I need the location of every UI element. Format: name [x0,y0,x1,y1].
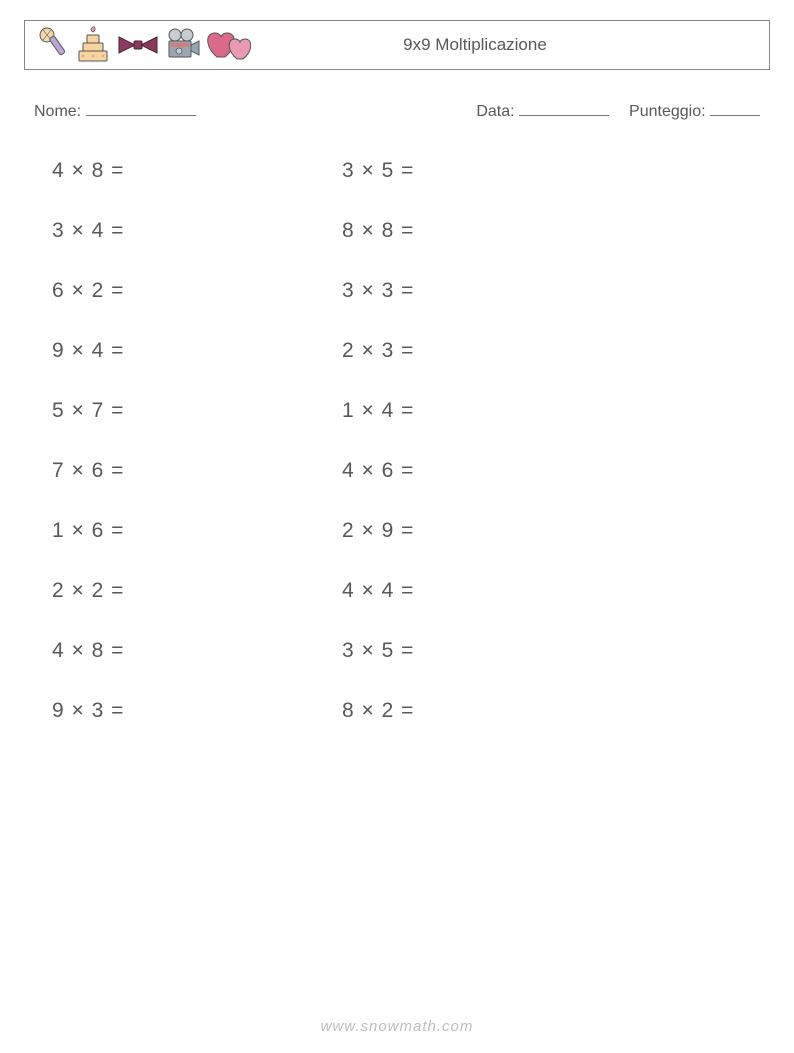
problem-cell[interactable]: 9 × 4 = [52,339,342,363]
problem-row: 3 × 4 =8 × 8 = [52,219,770,243]
problem-cell[interactable]: 8 × 2 = [342,699,632,723]
problem-cell[interactable]: 8 × 8 = [342,219,632,243]
problem-cell[interactable]: 5 × 7 = [52,399,342,423]
problem-cell[interactable]: 2 × 3 = [342,339,632,363]
score-field: Punteggio: [629,100,760,121]
worksheet-title: 9x9 Moltiplicazione [251,35,759,55]
name-blank[interactable] [86,100,196,116]
problems-grid: 4 × 8 =3 × 5 =3 × 4 =8 × 8 =6 × 2 =3 × 3… [24,159,770,723]
problem-cell[interactable]: 4 × 6 = [342,459,632,483]
problem-row: 7 × 6 =4 × 6 = [52,459,770,483]
problem-row: 1 × 6 =2 × 9 = [52,519,770,543]
problem-cell[interactable]: 4 × 8 = [52,159,342,183]
problem-cell[interactable]: 3 × 3 = [342,279,632,303]
problem-cell[interactable]: 4 × 8 = [52,639,342,663]
problem-row: 9 × 3 =8 × 2 = [52,699,770,723]
problem-row: 5 × 7 =1 × 4 = [52,399,770,423]
problem-row: 4 × 8 =3 × 5 = [52,639,770,663]
date-label: Data: [476,103,514,120]
name-label: Nome: [34,103,81,120]
score-blank[interactable] [710,100,760,116]
cake-icon [73,25,113,65]
footer-link[interactable]: www.snowmath.com [0,1018,794,1035]
microphone-icon [35,25,71,65]
problem-cell[interactable]: 4 × 4 = [342,579,632,603]
problem-cell[interactable]: 9 × 3 = [52,699,342,723]
problem-cell[interactable]: 7 × 6 = [52,459,342,483]
problem-row: 9 × 4 =2 × 3 = [52,339,770,363]
problem-row: 4 × 8 =3 × 5 = [52,159,770,183]
date-field: Data: [476,100,609,121]
problem-cell[interactable]: 2 × 2 = [52,579,342,603]
hearts-icon [205,25,251,65]
camera-icon [163,25,203,65]
problem-cell[interactable]: 3 × 5 = [342,639,632,663]
score-label: Punteggio: [629,103,706,120]
bowtie-icon [115,25,161,65]
meta-row: Nome: Data: Punteggio: [24,100,770,121]
problem-cell[interactable]: 6 × 2 = [52,279,342,303]
problem-cell[interactable]: 1 × 6 = [52,519,342,543]
problem-cell[interactable]: 3 × 4 = [52,219,342,243]
header-box: 9x9 Moltiplicazione [24,20,770,70]
problem-cell[interactable]: 3 × 5 = [342,159,632,183]
problem-cell[interactable]: 1 × 4 = [342,399,632,423]
problem-row: 6 × 2 =3 × 3 = [52,279,770,303]
name-field: Nome: [34,100,476,121]
date-blank[interactable] [519,100,609,116]
problem-row: 2 × 2 =4 × 4 = [52,579,770,603]
problem-cell[interactable]: 2 × 9 = [342,519,632,543]
header-icons [35,25,251,65]
